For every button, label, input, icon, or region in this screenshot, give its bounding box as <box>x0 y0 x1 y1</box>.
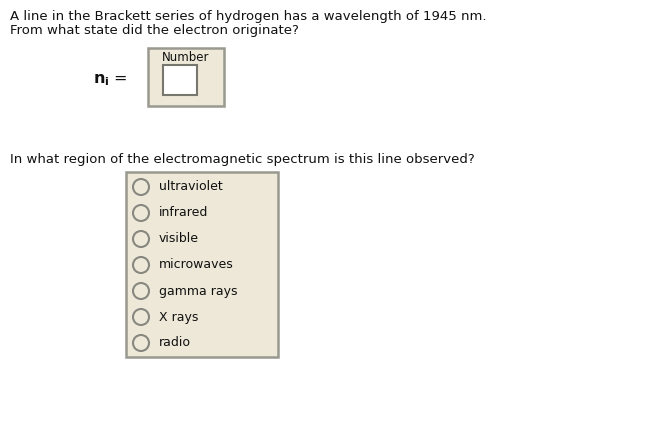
Circle shape <box>133 309 149 325</box>
Text: In what region of the electromagnetic spectrum is this line observed?: In what region of the electromagnetic sp… <box>10 153 475 166</box>
Circle shape <box>133 231 149 247</box>
FancyBboxPatch shape <box>126 172 278 357</box>
Text: From what state did the electron originate?: From what state did the electron origina… <box>10 24 299 37</box>
Text: Number: Number <box>162 51 210 64</box>
Circle shape <box>133 335 149 351</box>
Text: infrared: infrared <box>159 207 209 220</box>
Circle shape <box>133 283 149 299</box>
Text: ultraviolet: ultraviolet <box>159 181 223 194</box>
Text: X rays: X rays <box>159 310 199 323</box>
Circle shape <box>133 205 149 221</box>
Text: $\mathbf{n_i}$ =: $\mathbf{n_i}$ = <box>93 72 128 88</box>
FancyBboxPatch shape <box>163 65 197 95</box>
Text: visible: visible <box>159 233 199 246</box>
Text: A line in the Brackett series of hydrogen has a wavelength of 1945 nm.: A line in the Brackett series of hydroge… <box>10 10 486 23</box>
Circle shape <box>133 257 149 273</box>
Text: radio: radio <box>159 336 191 349</box>
Text: gamma rays: gamma rays <box>159 284 238 297</box>
FancyBboxPatch shape <box>148 48 224 106</box>
Text: microwaves: microwaves <box>159 259 234 271</box>
Circle shape <box>133 179 149 195</box>
